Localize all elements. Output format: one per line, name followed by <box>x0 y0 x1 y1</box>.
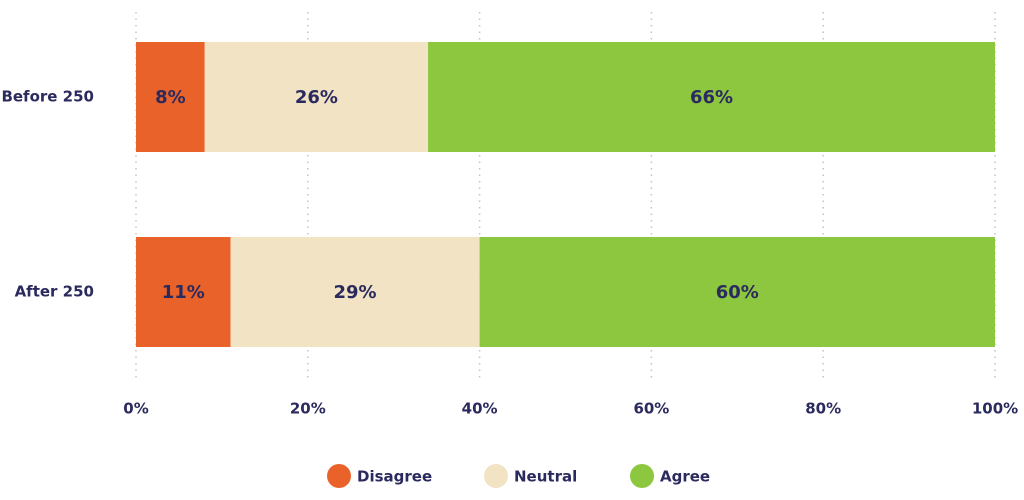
agree-bar-before <box>428 42 995 152</box>
legend-label-agree: Agree <box>660 468 710 486</box>
category-label-before-250: Before 250 <box>1 88 94 106</box>
disagree-bar-after <box>136 237 231 347</box>
x-tick-label-40: 40% <box>462 400 498 418</box>
x-tick-label-20: 20% <box>290 400 326 418</box>
category-label-after-250: After 250 <box>15 283 94 301</box>
legend: Disagree Neutral Agree <box>327 464 710 488</box>
x-tick-label-0: 0% <box>123 400 148 418</box>
legend-label-neutral: Neutral <box>514 468 577 486</box>
x-axis: 0% 20% 40% 60% 80% 100% <box>123 400 1018 418</box>
agree-value-label-before: 66% <box>690 87 733 108</box>
neutral-bar-after <box>230 237 480 347</box>
bar-layer <box>136 42 996 347</box>
legend-swatch-agree <box>630 464 654 488</box>
legend-label-disagree: Disagree <box>357 468 432 486</box>
label-layer: 8% 26% 66% 11% 29% 60% <box>155 87 759 303</box>
legend-swatch-disagree <box>327 464 351 488</box>
x-tick-label-60: 60% <box>633 400 669 418</box>
neutral-bar-before <box>204 42 429 152</box>
agree-value-label-after: 60% <box>716 282 759 303</box>
y-axis-categories: Before 250 After 250 <box>1 88 94 301</box>
legend-swatch-neutral <box>484 464 508 488</box>
x-tick-label-100: 100% <box>972 400 1018 418</box>
neutral-value-label-before: 26% <box>295 87 338 108</box>
x-tick-label-80: 80% <box>805 400 841 418</box>
agree-bar-after <box>479 237 996 347</box>
disagree-value-label-after: 11% <box>162 282 205 303</box>
disagree-bar-before <box>136 42 205 152</box>
neutral-value-label-after: 29% <box>333 282 376 303</box>
disagree-value-label-before: 8% <box>155 87 186 108</box>
